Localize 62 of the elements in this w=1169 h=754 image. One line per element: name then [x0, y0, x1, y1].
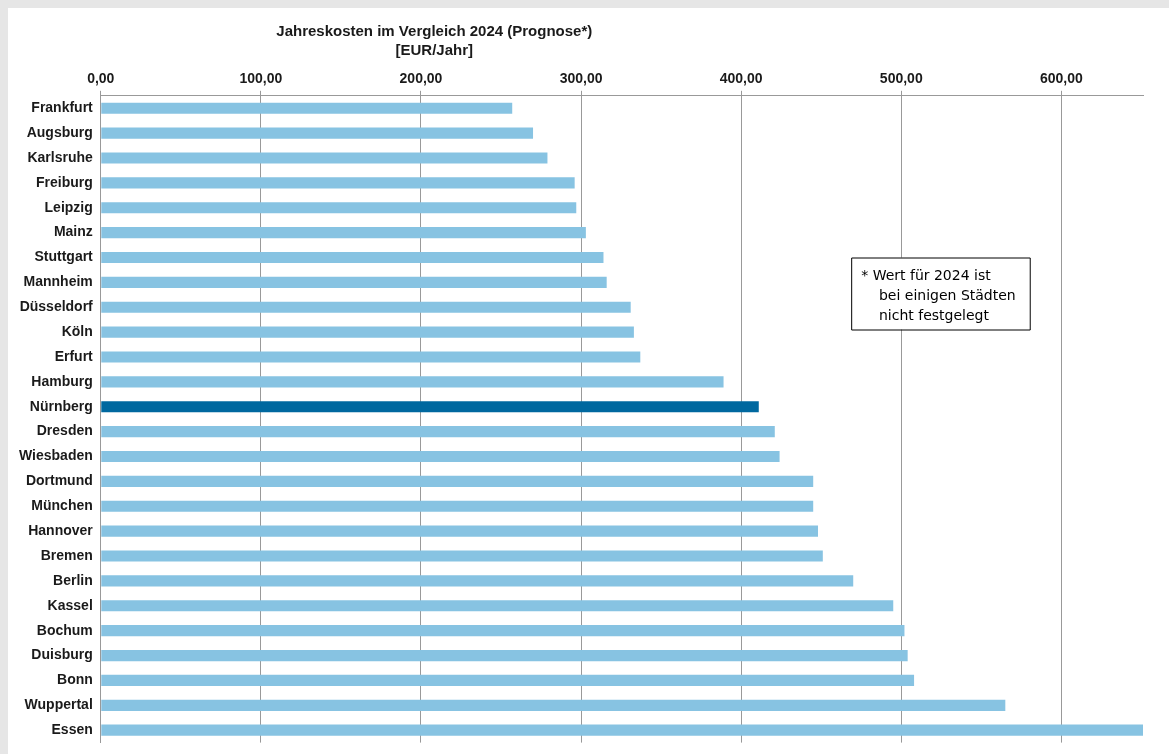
bar [101, 251, 604, 264]
bar [101, 550, 823, 562]
y-tick-label: Leipzig [44, 198, 93, 215]
bar [101, 475, 814, 487]
y-tick-label: Berlin [53, 571, 93, 588]
x-tick-label: 300,00 [559, 70, 603, 87]
y-tick-label: Essen [51, 721, 93, 738]
bar [101, 674, 915, 687]
y-tick-label: Freiburg [36, 173, 93, 190]
y-tick-label: Dortmund [25, 472, 93, 489]
y-tick-label: Bochum [36, 621, 93, 638]
y-tick-label: Frankfurt [31, 99, 94, 116]
bar [101, 177, 575, 189]
bar [101, 202, 577, 214]
y-tick-label: Augsburg [26, 123, 93, 140]
y-tick-label: Köln [61, 322, 93, 339]
bar [101, 326, 634, 338]
bar [101, 376, 724, 388]
bar [101, 450, 780, 463]
chart-subtitle: [EUR/Jahr] [395, 41, 474, 58]
x-tick-label: 200,00 [399, 70, 443, 87]
y-tick-label: Düsseldorf [19, 298, 94, 315]
y-tick-label: Mannheim [23, 273, 93, 290]
bar [101, 426, 775, 438]
y-tick-label: Mainz [53, 223, 93, 240]
bar [101, 500, 814, 512]
bar [101, 152, 548, 164]
y-tick-label: Wuppertal [24, 696, 93, 713]
x-tick-label: 600,00 [1039, 70, 1083, 87]
bar [101, 699, 1006, 711]
bar [101, 227, 586, 239]
bar [101, 625, 905, 637]
y-tick-label: Bonn [57, 671, 93, 688]
y-tick-label: Nürnberg [29, 397, 93, 414]
y-tick-label: Hannover [28, 522, 94, 539]
bar [101, 127, 534, 139]
bar [101, 724, 1143, 736]
bar [101, 600, 894, 612]
y-tick-label: Wiesbaden [19, 447, 93, 464]
bar [101, 401, 759, 413]
y-tick-label: Dresden [36, 422, 93, 439]
y-tick-label: Bremen [40, 546, 93, 563]
bar [101, 525, 819, 537]
y-tick-label: Karlsruhe [27, 148, 93, 165]
annotation: * Wert für 2024 ist bei einigen Städten nicht festgelegt [861, 266, 1016, 323]
bar [101, 351, 641, 363]
y-tick-label: Stuttgart [34, 248, 94, 265]
bar [101, 301, 631, 313]
bar [101, 649, 908, 662]
y-tick-label: München [31, 497, 93, 514]
bar [101, 102, 513, 114]
bar [101, 276, 607, 288]
x-tick-label: 500,00 [879, 70, 923, 87]
x-tick-label: 0,00 [87, 70, 115, 87]
x-tick-label: 400,00 [719, 70, 763, 87]
bar [101, 575, 854, 587]
x-tick-label: 100,00 [239, 70, 283, 87]
y-tick-label: Kassel [47, 596, 93, 613]
chart-title: Jahreskosten im Vergleich 2024 (Prognose*) [276, 22, 593, 39]
y-tick-label: Duisburg [31, 646, 93, 663]
y-tick-label: Erfurt [54, 347, 94, 364]
y-tick-label: Hamburg [31, 372, 93, 389]
